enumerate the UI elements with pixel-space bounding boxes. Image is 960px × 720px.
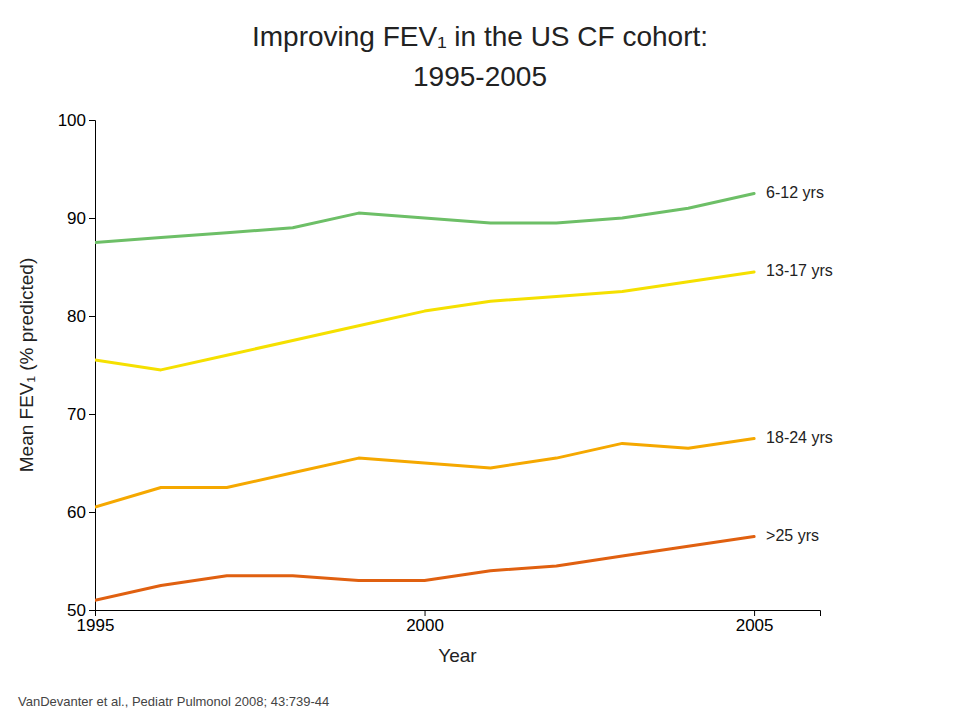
tick-mark xyxy=(89,512,95,513)
subtitle: 1995-2005 xyxy=(413,61,547,92)
chart: Improving FEV₁ in the US CF cohort: 1995-… xyxy=(0,0,960,720)
plot: 1995200020055060708090100YearMean FEV₁ (… xyxy=(16,111,833,666)
tick-mark xyxy=(89,414,95,415)
title: Improving FEV₁ in the US CF cohort: xyxy=(252,21,708,52)
tick: 80 xyxy=(67,307,95,326)
tick-label: 50 xyxy=(67,601,86,620)
tick-label: 2005 xyxy=(736,616,774,635)
x-axis-title: Year xyxy=(438,645,477,666)
tick-mark xyxy=(89,218,95,219)
axis-line xyxy=(89,121,96,611)
tick: 90 xyxy=(67,209,95,228)
series-line xyxy=(95,194,754,243)
tick-label: 60 xyxy=(67,503,86,522)
tick-label: 100 xyxy=(58,111,86,130)
tick-mark xyxy=(89,610,95,611)
tick: 2005 xyxy=(736,610,774,635)
tick-label: 90 xyxy=(67,209,86,228)
tick-mark xyxy=(89,120,95,121)
tick-mark xyxy=(89,316,95,317)
x-axis: 199520002005 xyxy=(77,610,821,635)
tick: 2000 xyxy=(406,610,444,635)
series-line xyxy=(95,272,754,370)
series-label: 6-12 yrs xyxy=(766,184,824,201)
tick: 70 xyxy=(67,405,95,424)
tick-label: 2000 xyxy=(406,616,444,635)
tick-label: 70 xyxy=(67,405,86,424)
y-axis: 50 60 70 80 90 100 xyxy=(58,111,96,620)
series-label: >25 yrs xyxy=(766,527,819,544)
lines xyxy=(95,194,754,601)
tick: 50 xyxy=(67,601,95,620)
annotation: VanDevanter et al., Pediatr Pulmonol 200… xyxy=(18,694,329,709)
y-axis-title: Mean FEV₁ (% predicted) xyxy=(16,258,37,472)
series-line xyxy=(95,537,754,601)
series-label: 13-17 yrs xyxy=(766,262,833,279)
series-line xyxy=(95,439,754,508)
series-label: 18-24 yrs xyxy=(766,429,833,446)
tick-label: 80 xyxy=(67,307,86,326)
tick: 60 xyxy=(67,503,95,522)
axis-line xyxy=(96,611,821,617)
tick: 100 xyxy=(58,111,95,130)
series-labels: 6-12 yrs 13-17 yrs 18-24 yrs >25 yrs xyxy=(766,184,833,544)
